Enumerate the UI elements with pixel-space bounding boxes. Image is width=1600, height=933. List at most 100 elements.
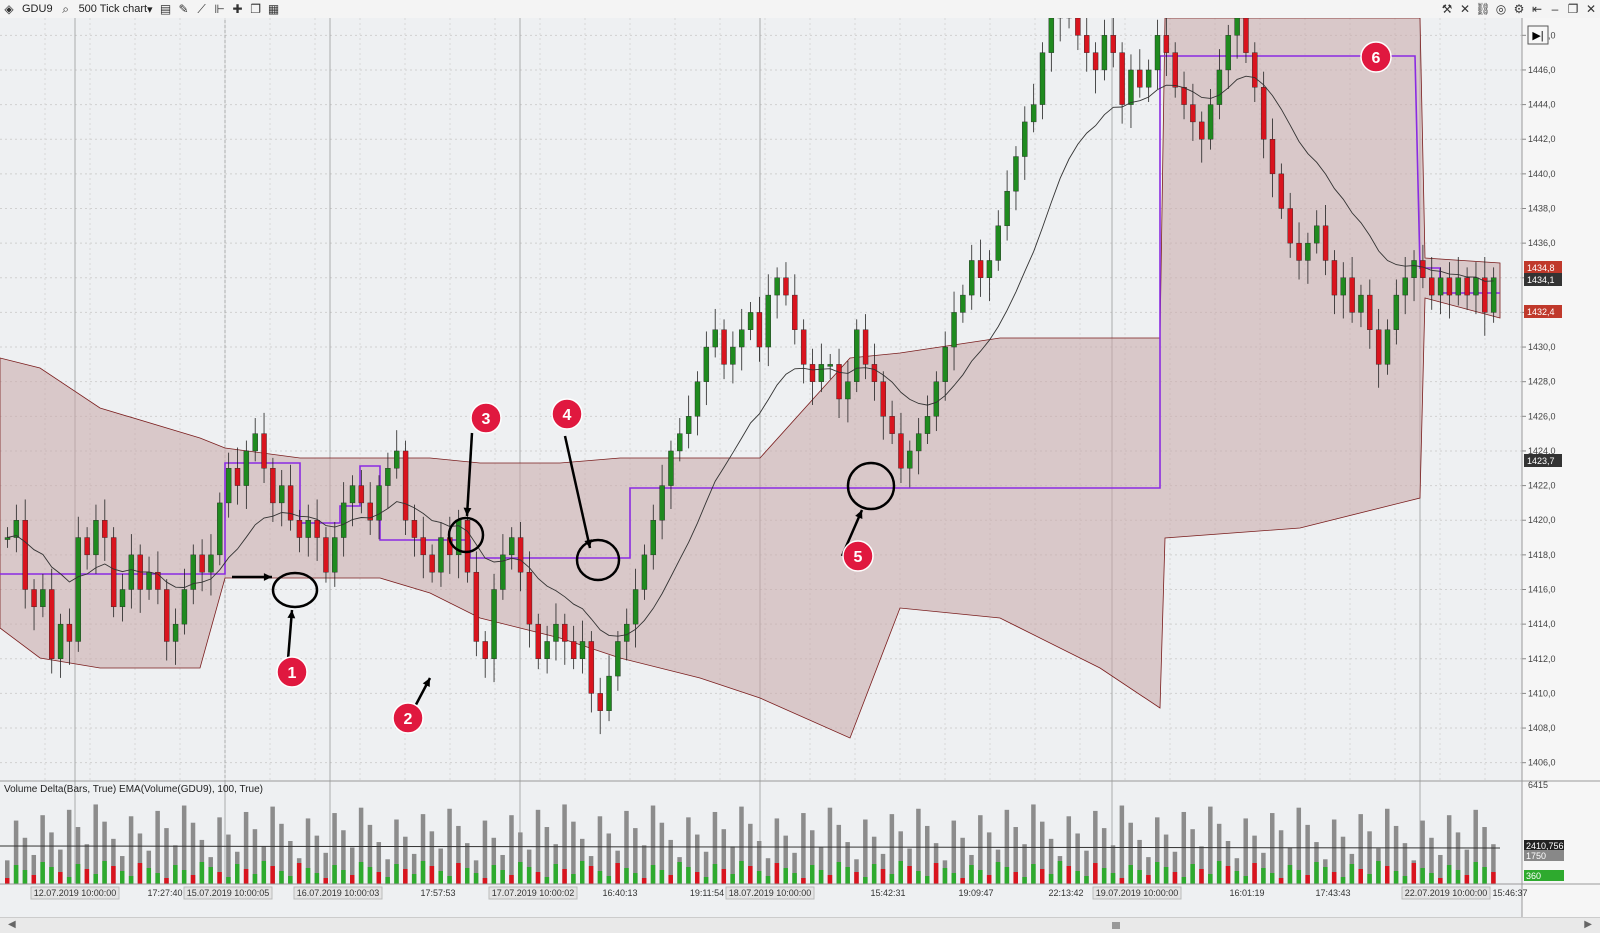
candle-down [155,571,161,590]
maximize-icon[interactable]: ❐ [1567,2,1579,16]
volume-bar [376,842,382,884]
delta-bar [916,871,921,884]
time-tick-label: 17:43:43 [1315,888,1350,898]
volume-bar [1137,839,1142,884]
camera-icon[interactable]: ◎ [1495,2,1507,16]
pin-icon[interactable]: ⇤ [1531,2,1543,16]
volume-bar [1473,809,1478,884]
delta-bar [217,872,222,884]
delta-bar [686,867,691,884]
minimize-icon[interactable]: – [1551,2,1559,16]
candle-up [1490,277,1497,313]
candle-down [1349,277,1355,313]
delta-bar [1367,874,1372,884]
tools-icon[interactable]: ⚒ [1441,2,1453,16]
delta-bar [199,862,205,884]
volume-bar [1225,841,1231,884]
candle-down [31,589,37,608]
candle-down [1296,242,1302,261]
candle-up [960,294,966,313]
price-badge-label: 1434,1 [1527,275,1555,285]
annotation-number: 2 [404,711,413,728]
scroll-right-icon[interactable]: ▶ [1584,919,1592,930]
candle-up [190,554,196,590]
candle-down [473,571,480,642]
candle-up [951,312,957,348]
delta-bar [235,864,240,884]
scroll-thumb[interactable] [1112,922,1120,929]
volume-bar [792,852,797,884]
chevron-down-icon: ▾ [147,3,153,16]
scroll-left-icon[interactable]: ◀ [8,919,16,930]
candle-up [650,520,656,556]
chart-type-dropdown[interactable]: 500 Tick chart ▾ [75,0,157,18]
candle-up [1358,294,1364,313]
add-icon[interactable]: ✚ [232,2,243,16]
close-icon[interactable]: ✕ [1585,2,1597,16]
layout-icon[interactable]: ⊩ [214,2,225,16]
delta-bar [252,874,258,884]
delta-bar [279,871,284,884]
annotation-badge [470,402,502,434]
delta-bar [942,868,948,884]
delta-bar [146,868,152,884]
candle-up [606,675,612,711]
candle-down [1172,52,1178,88]
time-tick-label: 12.07.2019 10:00:00 [34,888,117,898]
price-tick-label: 1414,0 [1528,619,1556,629]
candle-up [1013,156,1019,192]
volume-bar [836,824,842,884]
delta-bar [332,865,337,884]
drawing-tool-icon[interactable]: ✎ [178,2,189,16]
candle-down [482,641,488,659]
delta-bar [1287,865,1293,884]
candle-up [854,329,860,382]
link-icon[interactable]: ⛓ [1475,2,1491,16]
symbol-label[interactable]: GDU9 [22,3,53,15]
candle-down [1482,277,1488,313]
horizontal-scrollbar[interactable]: ◀ ▶ [0,917,1600,933]
volume-bar [1031,804,1036,884]
app-logo-icon[interactable]: ◈ [4,2,14,16]
settings-icon[interactable]: ⚙ [1513,2,1525,16]
volume-bar [111,838,116,884]
volume-bar [703,851,709,884]
candle-down [800,329,807,365]
delta-bar [650,865,656,884]
candle-down [889,416,895,434]
candle-up [1340,277,1346,296]
delta-bar [871,864,877,884]
delta-bar [1385,866,1390,884]
volume-bar [252,829,258,884]
candle-up [509,537,515,556]
search-icon[interactable]: ⌕ [62,1,69,16]
volume-bar [1066,816,1072,884]
candle-down [526,571,533,625]
delta-bar [889,874,895,884]
indicator-icon[interactable]: ⟋ [197,1,206,16]
template-icon[interactable]: ▤ [159,2,172,16]
axis-background [1522,18,1600,918]
delta-bar [1323,867,1328,884]
candle-up [668,450,674,486]
candle-down [836,364,842,400]
crosshair-icon[interactable]: ✕ [1459,2,1471,16]
candle-up [818,364,825,382]
candle-up [1234,17,1240,36]
candle-up [1022,121,1028,157]
delta-bar [181,870,187,884]
delta-bar [933,863,939,884]
delta-bar [314,873,320,884]
window-icon[interactable]: ❐ [250,2,261,16]
candle-down [871,364,878,382]
panel-icon[interactable]: ▦ [267,2,280,16]
jump-end-button [1527,25,1549,45]
candle-down [1269,139,1276,175]
delta-bar [1402,876,1408,884]
volume-bar [1216,823,1222,884]
volume-bar [146,850,152,884]
delta-bar [411,874,417,884]
candle-down [102,520,108,538]
